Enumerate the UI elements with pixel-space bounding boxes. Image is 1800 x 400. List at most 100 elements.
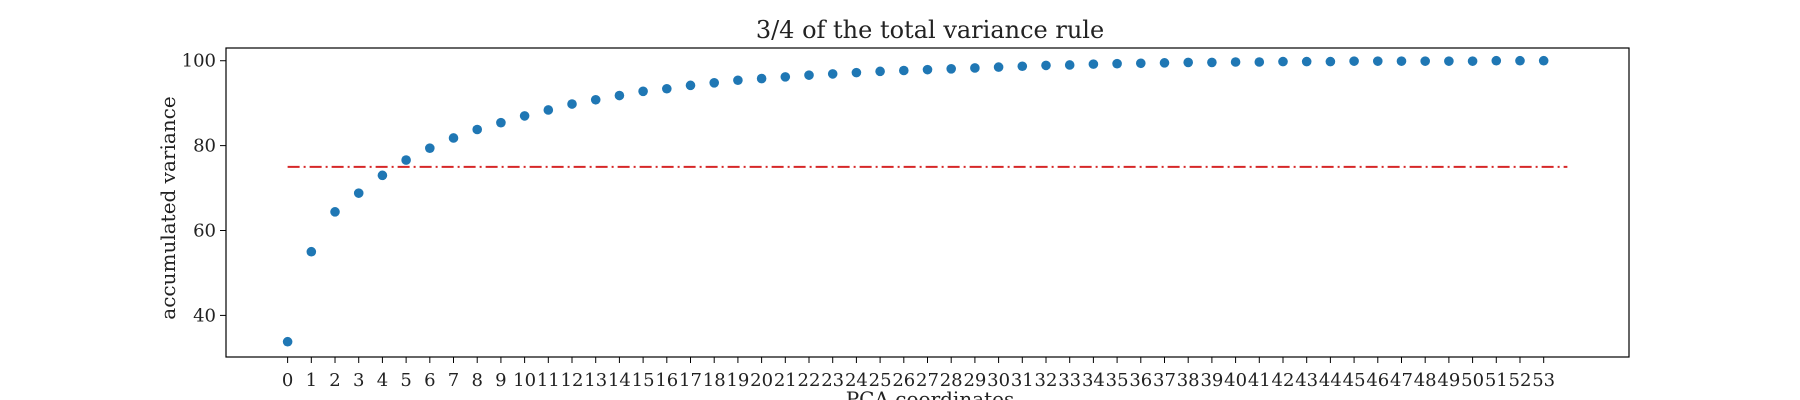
data-point-21 [780,72,791,82]
x-tick-label-33: 33 [1058,370,1081,391]
chart-title: 3/4 of the total variance rule [756,16,1104,44]
x-tick-label-47: 47 [1390,370,1413,391]
data-point-30 [993,62,1004,72]
x-tick-label-46: 46 [1366,370,1389,391]
data-point-52 [1515,55,1525,66]
x-tick-label-6: 6 [424,370,435,391]
x-tick-label-44: 44 [1319,370,1342,391]
x-tick-label-42: 42 [1272,370,1295,391]
y-ticks-layer: 40 60 80 100 [182,51,226,326]
data-point-20 [756,73,767,84]
x-tick-label-34: 34 [1082,370,1105,391]
data-point-37 [1159,58,1170,68]
data-point-40 [1230,57,1241,67]
data-point-2 [330,207,340,217]
data-point-12 [567,99,577,109]
data-point-13 [590,94,601,105]
data-point-8 [472,124,483,135]
x-tick-label-7: 7 [448,370,459,391]
x-tick-label-17: 17 [679,370,702,391]
x-tick-label-37: 37 [1153,370,1176,391]
x-tick-label-4: 4 [377,370,388,391]
x-tick-label-38: 38 [1177,370,1200,391]
x-tick-label-40: 40 [1224,370,1247,391]
data-point-11 [543,105,554,115]
data-point-45 [1349,56,1359,66]
plot-frame [225,47,1630,358]
data-point-3 [353,188,364,198]
data-point-29 [970,63,980,73]
data-point-42 [1278,56,1288,67]
x-tick-label-23: 23 [821,370,844,391]
x-tick-label-49: 49 [1437,370,1460,391]
x-tick-label-51: 51 [1485,370,1508,391]
data-point-48 [1420,56,1430,66]
x-tick-label-22: 22 [798,370,821,391]
x-tick-label-11: 11 [537,370,560,391]
data-point-43 [1301,56,1312,67]
x-tick-label-41: 41 [1248,370,1271,391]
data-point-26 [899,65,909,76]
data-point-4 [377,170,388,181]
x-tick-label-32: 32 [1035,370,1058,391]
data-point-51 [1491,55,1502,66]
x-tick-label-43: 43 [1295,370,1318,391]
points-layer [282,55,1549,347]
data-point-36 [1135,58,1146,69]
x-tick-label-39: 39 [1200,370,1223,391]
x-tick-label-19: 19 [726,370,749,391]
data-point-44 [1325,56,1336,67]
x-tick-label-21: 21 [774,370,797,391]
data-point-16 [662,83,672,94]
data-point-53 [1538,55,1549,66]
data-point-25 [875,66,885,77]
data-point-32 [1041,60,1051,71]
y-tick-label-1: 60 [193,221,216,242]
data-point-19 [733,75,743,86]
x-tick-label-16: 16 [655,370,678,391]
x-tick-label-12: 12 [561,370,584,391]
x-tick-label-15: 15 [632,370,655,391]
x-tick-label-9: 9 [495,370,506,391]
data-point-46 [1372,56,1383,66]
x-tick-label-10: 10 [513,370,536,391]
data-point-35 [1112,58,1122,69]
data-point-28 [946,63,956,74]
x-ticks-layer: 0 1 2 3 4 5 6 7 8 9 10 11 12 13 14 15 16 17 18 19 20 21 22 23 24… [282,357,1555,391]
y-axis-label: accumulated variance [156,96,180,319]
data-point-7 [448,133,459,143]
x-tick-label-27: 27 [916,370,939,391]
data-point-14 [614,90,625,101]
x-tick-label-45: 45 [1343,370,1366,391]
x-tick-label-36: 36 [1129,370,1152,391]
x-tick-label-20: 20 [750,370,773,391]
x-tick-label-28: 28 [940,370,963,391]
data-point-6 [425,143,435,153]
x-tick-label-14: 14 [608,370,631,391]
data-point-18 [709,78,720,88]
x-tick-label-8: 8 [471,370,482,391]
data-point-9 [496,117,506,128]
y-tick-label-0: 40 [193,305,216,326]
data-point-15 [638,86,648,97]
data-point-47 [1396,56,1407,66]
data-point-38 [1183,57,1193,68]
data-point-49 [1444,56,1454,66]
x-tick-label-18: 18 [703,370,726,391]
x-tick-label-50: 50 [1461,370,1484,391]
x-tick-label-31: 31 [1011,370,1034,391]
x-tick-label-25: 25 [869,370,892,391]
x-tick-label-35: 35 [1106,370,1129,391]
data-point-23 [827,69,838,79]
x-tick-label-13: 13 [584,370,607,391]
data-point-31 [1017,61,1028,72]
x-tick-label-3: 3 [353,370,364,391]
x-tick-label-29: 29 [963,370,986,391]
data-point-41 [1254,57,1265,67]
data-point-50 [1467,56,1478,66]
data-point-17 [685,80,696,91]
y-tick-label-3: 100 [182,51,216,72]
data-point-1 [306,246,317,257]
